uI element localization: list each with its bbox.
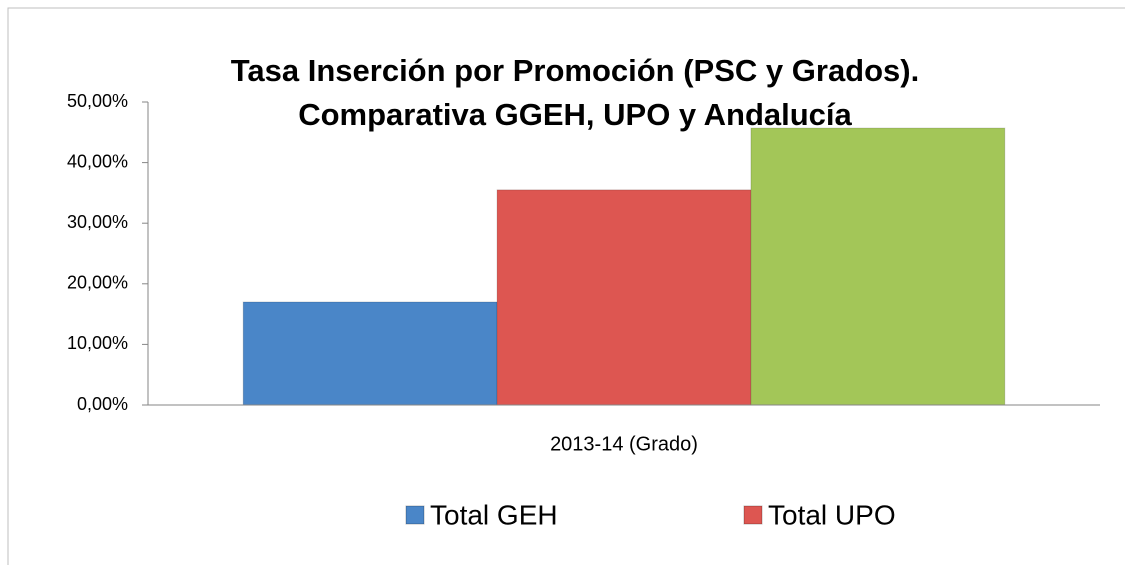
legend-marker <box>405 505 425 525</box>
bar <box>496 189 752 406</box>
chart-title: Comparativa GGEH, UPO y Andalucía <box>298 97 852 132</box>
bar <box>750 127 1006 406</box>
chart-title: Tasa Inserción por Promoción (PSC y Grad… <box>231 53 919 88</box>
legend-marker <box>743 505 763 525</box>
y-tick-label: 10,00% <box>67 333 128 353</box>
x-tick-label: 2013-14 (Grado) <box>550 433 698 455</box>
bar <box>242 301 498 406</box>
y-tick-label: 40,00% <box>67 151 128 171</box>
y-tick-label: 50,00% <box>67 91 128 111</box>
legend-label: Total GEH <box>430 499 558 530</box>
y-tick-label: 0,00% <box>77 394 128 414</box>
legend-label: Total UPO <box>768 499 896 530</box>
y-tick-label: 30,00% <box>67 212 128 232</box>
y-tick-label: 20,00% <box>67 273 128 293</box>
